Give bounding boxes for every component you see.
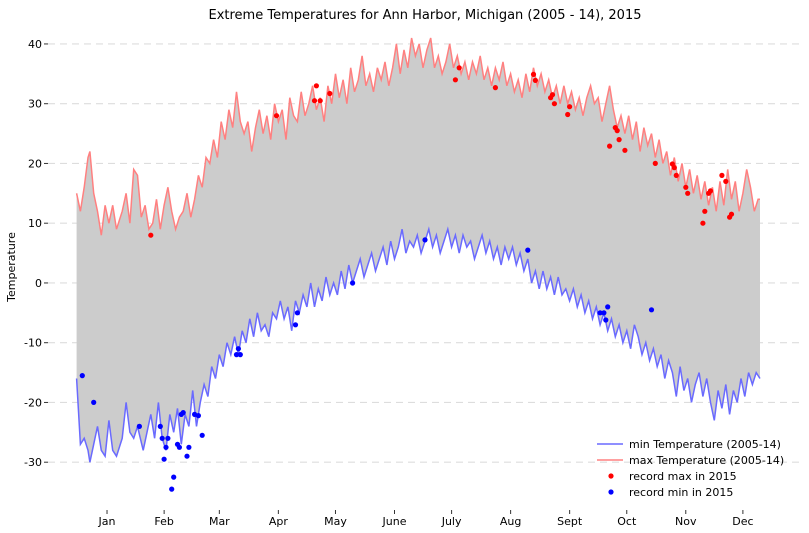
record-max-point-16 [607, 143, 613, 149]
x-tick-label-2: Mar [209, 515, 230, 528]
y-tick-label-0: -30 [24, 456, 42, 469]
record-max-point-14 [565, 111, 571, 118]
y-tick-label-6: 30 [28, 98, 42, 111]
x-tick-label-1: Feb [154, 515, 173, 528]
record-min-point-24 [350, 280, 356, 286]
record-max-point-15 [567, 104, 573, 110]
record-min-point-11 [176, 444, 182, 450]
record-min-point-4 [159, 435, 165, 441]
record-max-point-19 [616, 137, 622, 143]
y-tick-label-2: -10 [24, 337, 42, 350]
record-min-point-25 [422, 237, 428, 243]
record-min-points [79, 237, 655, 492]
record-min-point-27 [597, 310, 603, 316]
x-tick-label-3: Apr [269, 515, 289, 528]
record-min-point-18 [199, 432, 205, 438]
record-max-point-21 [652, 160, 658, 166]
y-tick-label-1: -20 [24, 396, 42, 409]
record-max-points [148, 65, 735, 238]
record-min-point-13 [180, 410, 186, 416]
record-max-point-3 [313, 83, 319, 89]
record-max-point-12 [549, 92, 556, 98]
record-max-point-5 [327, 90, 333, 97]
record-max-point-6 [452, 77, 458, 83]
chart-title: Extreme Temperatures for Ann Harbor, Mic… [208, 8, 641, 23]
record-min-point-22 [292, 322, 299, 328]
x-axis-ticks: Jan Feb Mar Apr May June July Aug Sept Oct Nov Dec [98, 510, 754, 528]
record-max-point-4 [317, 98, 323, 104]
record-max-point-27 [700, 220, 706, 226]
legend-label-0: min Temperature (2005-14) [629, 438, 781, 451]
record-min-point-1 [91, 399, 97, 405]
record-min-point-6 [163, 444, 169, 450]
y-tick-label-5: 20 [28, 157, 42, 170]
record-max-point-31 [719, 172, 725, 178]
record-min-point-31 [648, 307, 655, 313]
record-min-point-7 [165, 435, 171, 441]
x-tick-label-6: July [441, 515, 462, 528]
max-temperature-line [75, 37, 760, 236]
record-max-point-20 [622, 147, 628, 153]
record-min-point-21 [237, 352, 243, 358]
x-tick-label-10: Nov [675, 515, 697, 528]
record-max-point-0 [148, 232, 154, 238]
record-max-point-9 [530, 71, 537, 77]
record-max-point-8 [492, 85, 498, 91]
x-tick-label-4: May [324, 515, 347, 528]
legend-marker-2 [608, 473, 614, 479]
record-min-point-17 [195, 413, 201, 419]
record-min-point-5 [161, 456, 167, 462]
x-tick-label-0: Jan [98, 515, 116, 528]
x-tick-label-7: Aug [500, 515, 521, 528]
y-axis-ticks: -30 -20 -10 0 10 20 30 40 [24, 38, 48, 469]
legend-label-2: record max in 2015 [629, 470, 737, 483]
x-tick-label-8: Sept [557, 515, 583, 528]
legend-label-1: max Temperature (2005-14) [629, 454, 784, 467]
record-max-point-23 [671, 165, 677, 171]
record-max-point-30 [707, 188, 714, 194]
record-min-point-14 [184, 453, 190, 459]
y-tick-label-7: 40 [28, 38, 42, 51]
record-max-point-7 [456, 65, 462, 71]
record-min-point-28 [601, 310, 607, 316]
record-min-point-26 [525, 247, 531, 253]
record-min-point-19 [233, 352, 240, 358]
record-max-point-32 [723, 178, 729, 184]
record-min-point-20 [235, 346, 241, 352]
record-min-point-23 [294, 310, 300, 316]
record-max-point-1 [273, 113, 280, 119]
record-max-point-13 [551, 101, 558, 107]
temperature-range-fill [76, 38, 761, 463]
record-max-point-28 [702, 208, 708, 214]
record-min-point-3 [157, 423, 163, 429]
record-min-point-29 [603, 317, 609, 323]
x-tick-label-9: Oct [617, 515, 637, 528]
record-min-point-0 [79, 373, 85, 379]
legend-label-3: record min in 2015 [629, 486, 733, 499]
record-max-point-34 [728, 211, 735, 217]
record-max-point-10 [532, 77, 539, 83]
y-tick-label-3: 0 [35, 277, 42, 290]
record-min-point-30 [605, 304, 611, 310]
record-min-point-8 [169, 486, 175, 492]
legend-marker-3 [608, 489, 614, 495]
record-max-point-18 [614, 128, 620, 134]
record-max-point-26 [685, 190, 691, 196]
x-tick-label-11: Dec [732, 515, 753, 528]
legend: min Temperature (2005-14) max Temperature… [597, 438, 784, 499]
y-axis-label: Temperature [5, 232, 18, 303]
min-temperature-line [75, 226, 761, 463]
record-min-point-9 [171, 474, 177, 480]
record-max-point-25 [683, 184, 689, 190]
record-min-point-2 [136, 423, 142, 429]
record-min-point-15 [186, 444, 192, 450]
record-max-point-2 [311, 98, 318, 104]
record-max-point-24 [673, 172, 679, 178]
y-tick-label-4: 10 [28, 217, 42, 230]
x-tick-label-5: June [382, 515, 407, 528]
